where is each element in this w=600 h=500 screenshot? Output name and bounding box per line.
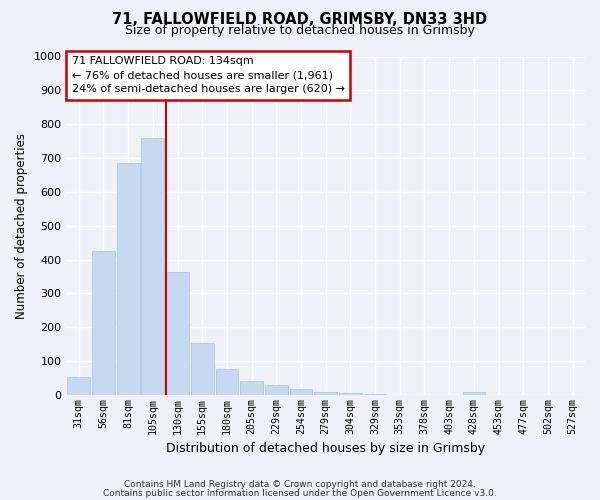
Bar [463,392,485,395]
Bar [290,390,313,395]
Bar [364,394,386,395]
Bar [92,251,115,395]
Bar [117,163,140,395]
X-axis label: Distribution of detached houses by size in Grimsby: Distribution of detached houses by size … [166,442,485,455]
Text: Contains HM Land Registry data © Crown copyright and database right 2024.: Contains HM Land Registry data © Crown c… [124,480,476,489]
Bar [166,272,189,395]
Text: Size of property relative to detached houses in Grimsby: Size of property relative to detached ho… [125,24,475,37]
Text: 71, FALLOWFIELD ROAD, GRIMSBY, DN33 3HD: 71, FALLOWFIELD ROAD, GRIMSBY, DN33 3HD [112,12,488,28]
Bar [314,392,337,395]
Bar [265,386,287,395]
Bar [67,378,90,395]
Bar [142,138,164,395]
Y-axis label: Number of detached properties: Number of detached properties [15,132,28,318]
Bar [191,344,214,395]
Text: Contains public sector information licensed under the Open Government Licence v3: Contains public sector information licen… [103,488,497,498]
Bar [339,393,362,395]
Bar [215,369,238,395]
Text: 71 FALLOWFIELD ROAD: 134sqm
← 76% of detached houses are smaller (1,961)
24% of : 71 FALLOWFIELD ROAD: 134sqm ← 76% of det… [71,56,344,94]
Bar [240,382,263,395]
